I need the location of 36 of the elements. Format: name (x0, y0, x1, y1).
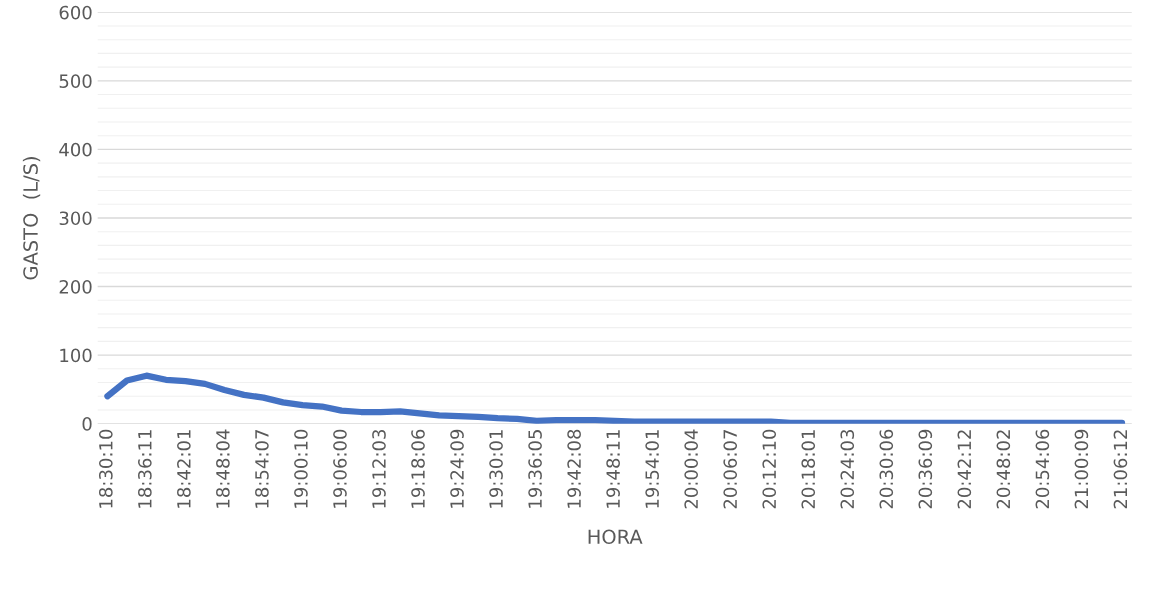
x-tick-label: 18:54:07 (255, 430, 269, 508)
x-tick-label: 20:12:10 (762, 429, 777, 509)
y-tick-label: 200 (59, 279, 92, 294)
x-tick-label: 18:36:11 (138, 430, 152, 508)
x-tick-label: 20:48:02 (996, 430, 1011, 509)
x-tick-label: 19:30:01 (489, 430, 503, 508)
x-tick-label: 19:00:10 (294, 429, 308, 508)
x-tick-label: 20:24:03 (840, 429, 855, 509)
x-tick-label: 18:30:10 (99, 429, 113, 508)
x-tick-label: 19:42:08 (567, 429, 581, 508)
x-tick-label: 20:18:01 (801, 430, 816, 509)
x-tick-label: 18:48:04 (216, 429, 230, 508)
x-tick-label: 19:54:01 (645, 430, 659, 508)
x-axis-title: HORA (588, 529, 643, 545)
y-tick-label: 500 (59, 74, 92, 88)
x-tick-label: 19:24:09 (450, 429, 464, 508)
x-tick-label: 20:06:07 (723, 430, 738, 509)
y-tick-label: 0 (82, 417, 92, 431)
x-tick-label: 19:06:00 (333, 429, 347, 508)
y-tick-label: 400 (59, 142, 92, 157)
y-axis-title: GASTO (L/S) (22, 157, 41, 280)
x-tick-label: 20:54:06 (1035, 429, 1050, 509)
x-tick-label: 20:36:09 (918, 429, 933, 509)
y-tick-label: 300 (59, 211, 92, 226)
x-tick-label: 19:18:06 (411, 429, 425, 508)
x-tick-label: 20:42:12 (957, 430, 972, 509)
x-tick-label: 18:42:01 (177, 430, 191, 508)
y-tick-label: 600 (59, 5, 92, 20)
x-tick-label: 21:00:09 (1074, 429, 1089, 509)
x-tick-label: 19:36:05 (528, 430, 542, 508)
y-tick-label: 100 (60, 348, 92, 363)
x-tick-label: 19:12:03 (372, 429, 386, 508)
x-tick-label: 20:30:06 (879, 429, 894, 509)
x-tick-label: 21:06:12 (1113, 430, 1128, 509)
x-tick-label: 20:00:04 (684, 429, 698, 509)
x-tick-label: 19:48:11 (606, 430, 620, 508)
